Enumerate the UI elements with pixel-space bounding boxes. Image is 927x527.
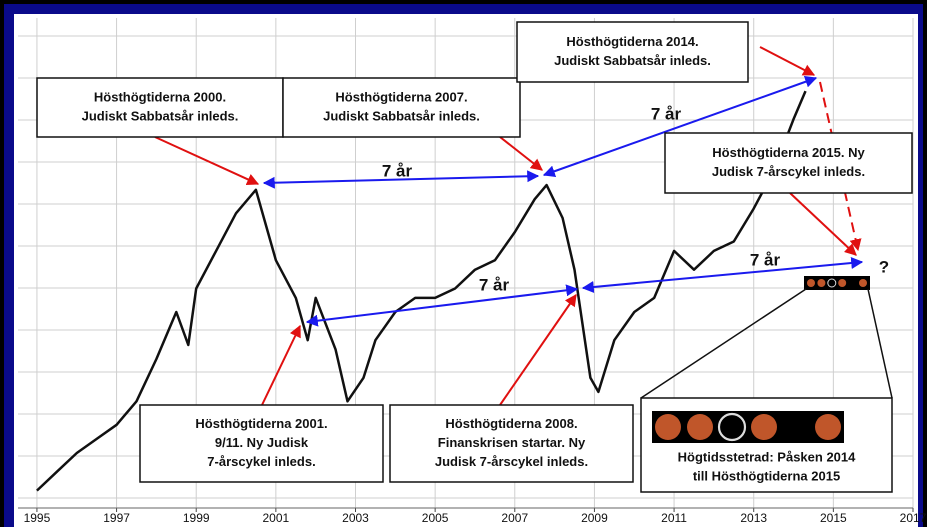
x-tick-label: 2013: [740, 511, 767, 525]
moon: [817, 279, 825, 287]
chart: 1995 1997 1999 2001 2003 2005 2007 2009 2011 2013…: [0, 0, 927, 527]
question-mark: ?: [879, 257, 889, 276]
x-tick-label: 2009: [581, 511, 608, 525]
moon: [838, 279, 846, 287]
span-label: 7 år: [382, 161, 413, 180]
moon: [815, 414, 841, 440]
moon: [828, 279, 836, 287]
annotation-text: Hösthögtiderna 2015. Ny: [712, 145, 865, 160]
annotation-text: 7-årscykel inleds.: [207, 454, 315, 469]
annotation-text: Hösthögtiderna 2008.: [445, 416, 577, 431]
span-label: 7 år: [651, 104, 682, 123]
x-tick-label: 2007: [501, 511, 528, 525]
annotation-text: Finanskrisen startar. Ny: [438, 435, 586, 450]
annotation-text: Hösthögtiderna 2007.: [335, 89, 467, 104]
annotation-text: Hösthögtiderna 2000.: [94, 89, 226, 104]
x-tick-label: 2015: [820, 511, 847, 525]
annotation-text: till Hösthögtiderna 2015: [693, 468, 840, 483]
x-tick-label: 2011: [661, 511, 687, 525]
x-tick-label: 2017: [900, 511, 927, 525]
x-tick-label: 2003: [342, 511, 369, 525]
x-tick-label: 1999: [183, 511, 210, 525]
annotation-text: Judisk 7-årscykel inleds.: [435, 454, 588, 469]
annotation-text: Judiskt Sabbatsår inleds.: [554, 53, 711, 68]
moon: [719, 414, 745, 440]
x-tick-label: 1995: [24, 511, 51, 525]
annotation-text: Hösthögtiderna 2001.: [195, 416, 327, 431]
moon: [751, 414, 777, 440]
x-tick-label: 1997: [103, 511, 130, 525]
span-label: 7 år: [479, 275, 510, 294]
moon: [655, 414, 681, 440]
x-tick-label: 2005: [422, 511, 449, 525]
annotation-text: Judiskt Sabbatsår inleds.: [323, 108, 480, 123]
annotation-text: Hösthögtiderna 2014.: [566, 34, 698, 49]
annotation-text: Judiskt Sabbatsår inleds.: [82, 108, 239, 123]
span-label: 7 år: [750, 250, 781, 269]
annotation-text: Judisk 7-årscykel inleds.: [712, 164, 865, 179]
annotation-text: Högtidsstetrad: Påsken 2014: [678, 449, 857, 464]
moon: [807, 279, 815, 287]
x-tick-label: 2001: [263, 511, 290, 525]
annotation-text: 9/11. Ny Judisk: [215, 435, 309, 450]
moon: [687, 414, 713, 440]
moon: [859, 279, 867, 287]
